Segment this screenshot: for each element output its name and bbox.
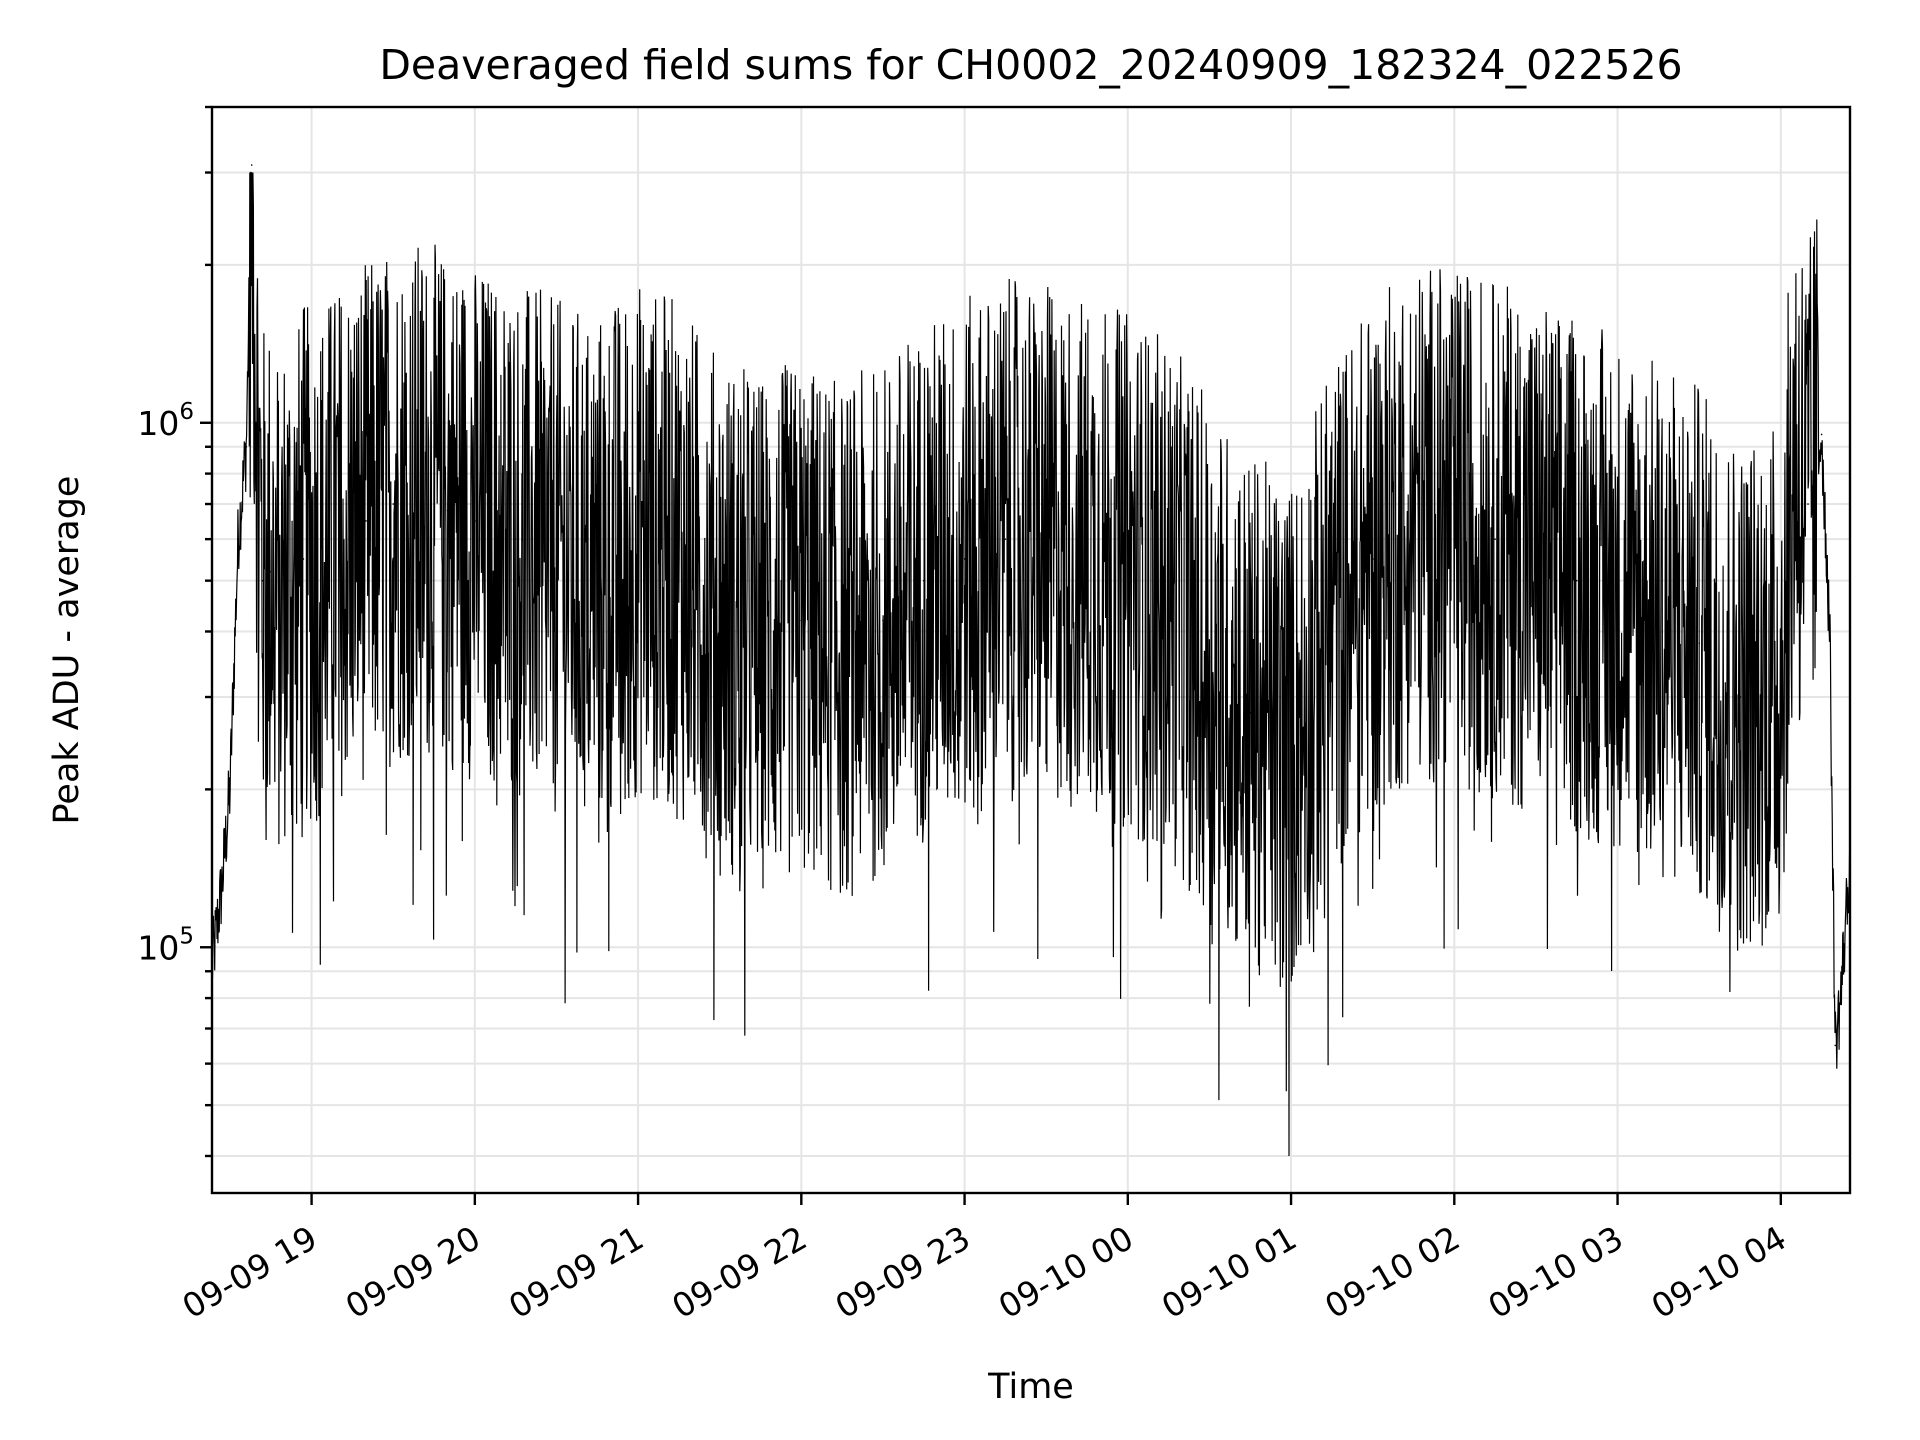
data-point xyxy=(1045,546,1047,548)
data-point xyxy=(759,630,762,633)
data-point xyxy=(250,164,253,166)
data-point xyxy=(419,496,422,499)
y-axis: 105 106 xyxy=(137,105,212,1158)
data-point xyxy=(1739,696,1741,698)
data-point xyxy=(1834,1044,1837,1047)
data-point xyxy=(294,589,297,591)
data-point xyxy=(1698,642,1700,644)
data-point xyxy=(637,538,639,540)
data-point xyxy=(474,520,476,522)
data-point xyxy=(392,503,395,505)
data-point xyxy=(1616,589,1619,591)
data-point xyxy=(596,570,599,573)
data-point xyxy=(1453,523,1456,526)
data-point xyxy=(1820,433,1823,436)
data-point xyxy=(1167,598,1170,601)
data-point xyxy=(1208,661,1211,663)
data-point xyxy=(1412,520,1415,522)
data-point xyxy=(1371,558,1374,560)
y-tick-label: 106 xyxy=(137,399,194,443)
data-point xyxy=(1004,538,1007,540)
x-axis-label: Time xyxy=(987,1367,1074,1407)
data-point xyxy=(286,579,288,582)
data-point xyxy=(718,614,721,616)
data-point xyxy=(1793,445,1796,448)
y-axis-label: Peak ADU - average xyxy=(47,476,87,825)
y-tick-label: 105 xyxy=(137,923,194,967)
data-point xyxy=(278,603,280,606)
data-point xyxy=(237,538,239,540)
data-point xyxy=(800,619,803,622)
data-point xyxy=(1828,630,1831,633)
data-point xyxy=(922,579,925,582)
data-point xyxy=(220,886,223,889)
data-point xyxy=(678,558,680,560)
data-point xyxy=(1086,554,1088,556)
data-point xyxy=(269,570,272,573)
data-point xyxy=(261,579,264,582)
data-point xyxy=(229,788,231,791)
data-point xyxy=(256,421,258,424)
chart-title: Deaveraged field sums for CH0002_2024090… xyxy=(379,41,1682,89)
data-point xyxy=(337,538,340,540)
data-point xyxy=(841,642,843,644)
data-point xyxy=(514,538,517,540)
data-point xyxy=(245,445,248,448)
data-point xyxy=(1535,554,1537,556)
data-point xyxy=(555,558,558,560)
data-point xyxy=(882,619,884,622)
data-point xyxy=(1249,711,1252,714)
plot-frame xyxy=(210,105,1852,1195)
data-point xyxy=(1780,674,1782,677)
data-point xyxy=(365,520,367,522)
data-point xyxy=(1807,503,1809,505)
data-point xyxy=(1127,570,1129,573)
data-point xyxy=(963,558,966,560)
data-point xyxy=(1494,538,1496,540)
data-point xyxy=(1657,619,1660,622)
data-point xyxy=(446,509,449,512)
data-point xyxy=(302,558,305,560)
data-point xyxy=(1575,579,1578,582)
data-point xyxy=(1331,619,1333,622)
series-group xyxy=(211,164,1851,1157)
data-point xyxy=(310,570,313,573)
series-line xyxy=(211,171,1851,1157)
data-point xyxy=(1290,737,1292,740)
data-point xyxy=(1839,997,1842,999)
